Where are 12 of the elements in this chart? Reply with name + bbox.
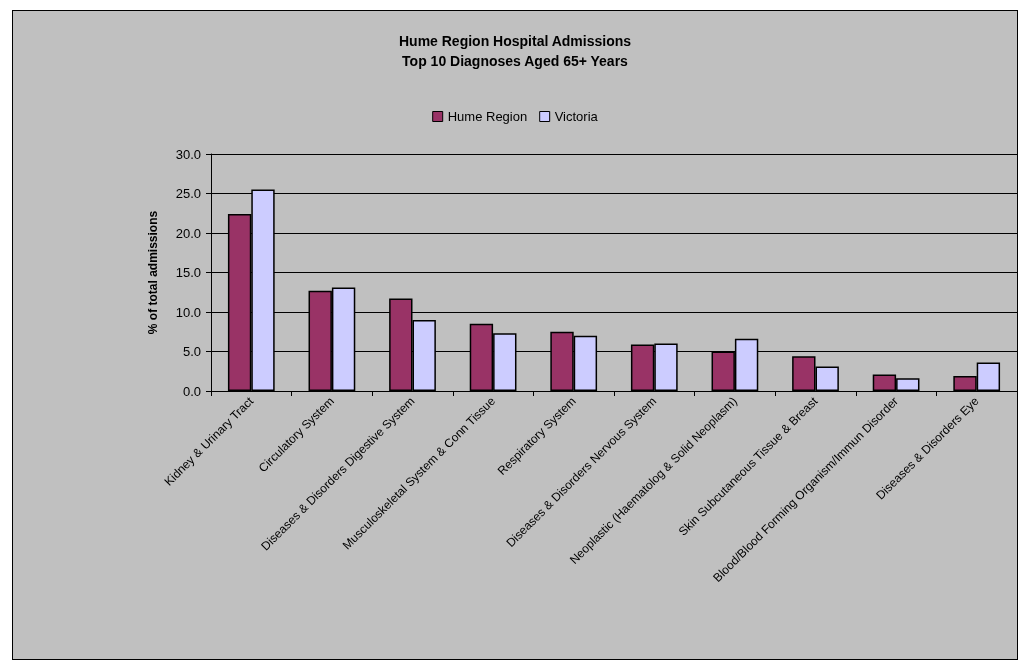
y-tick-label: 0.0 <box>182 383 201 399</box>
y-tick-label: 25.0 <box>175 186 201 201</box>
y-axis-title: % of total admissions <box>146 210 160 335</box>
y-tick-label: 30.0 <box>175 146 201 162</box>
y-tick-label: 15.0 <box>175 265 201 280</box>
legend-label: Hume Region <box>447 109 528 124</box>
y-tick-label: 5.0 <box>182 344 201 359</box>
legend-label: Victoria <box>554 109 599 124</box>
y-tick-label: 20.0 <box>175 225 201 241</box>
y-tick-label: 10.0 <box>175 304 201 320</box>
chart-subtitle: Top 10 Diagnoses Aged 65+ Years <box>402 53 629 69</box>
chart-title: Hume Region Hospital Admissions <box>398 33 632 49</box>
